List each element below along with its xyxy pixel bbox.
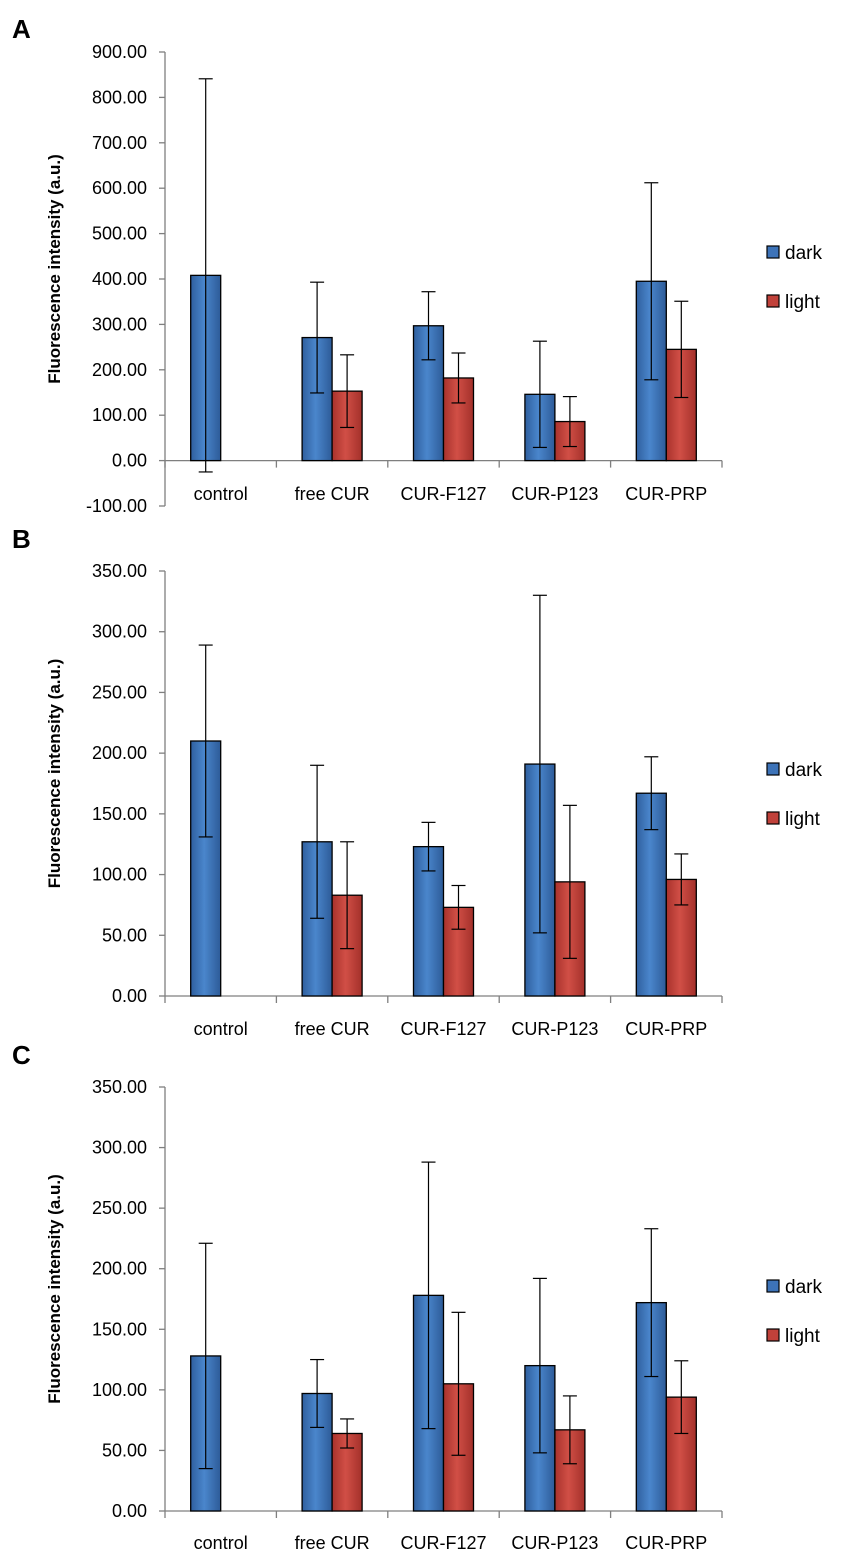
x-category-label: CUR-F127 xyxy=(400,484,486,504)
legend-label-light: light xyxy=(785,809,821,830)
y-tick-label: 0.00 xyxy=(112,1501,147,1521)
panel-letter: B xyxy=(12,524,31,554)
legend-swatch-dark xyxy=(766,1279,780,1293)
x-category-label: free CUR xyxy=(295,1533,370,1553)
x-category-label: CUR-PRP xyxy=(625,1533,707,1553)
x-category-label: control xyxy=(194,1533,248,1553)
x-category-label: CUR-PRP xyxy=(625,484,707,504)
legend-label-dark: dark xyxy=(785,1277,822,1298)
y-axis-title: Fluorescence intensity (a.u.) xyxy=(45,659,64,889)
x-category-label: control xyxy=(194,484,248,504)
y-tick-label: 600.00 xyxy=(92,178,147,198)
y-tick-label: -100.00 xyxy=(86,496,147,516)
x-category-label: CUR-PRP xyxy=(625,1019,707,1039)
legend-swatch-light xyxy=(766,1328,780,1342)
y-tick-label: 350.00 xyxy=(92,1077,147,1097)
y-tick-label: 100.00 xyxy=(92,405,147,425)
x-category-label: free CUR xyxy=(295,484,370,504)
y-tick-label: 400.00 xyxy=(92,269,147,289)
y-tick-label: 900.00 xyxy=(92,42,147,62)
y-tick-label: 250.00 xyxy=(92,1198,147,1218)
y-tick-label: 200.00 xyxy=(92,743,147,763)
y-tick-label: 300.00 xyxy=(92,622,147,642)
y-axis-title: Fluorescence intensity (a.u.) xyxy=(45,1174,64,1404)
y-tick-label: 100.00 xyxy=(92,1380,147,1400)
legend-label-light: light xyxy=(785,1326,821,1347)
y-tick-label: 150.00 xyxy=(92,804,147,824)
y-tick-label: 50.00 xyxy=(102,1440,147,1460)
x-category-label: CUR-F127 xyxy=(400,1019,486,1039)
y-tick-label: 350.00 xyxy=(92,561,147,581)
y-tick-label: 200.00 xyxy=(92,1259,147,1279)
y-tick-label: 150.00 xyxy=(92,1319,147,1339)
panel-letter: C xyxy=(12,1040,31,1070)
chart-panel-c: C 0.00 50.00 100.00 150.00 200.00 250.00 300.00… xyxy=(12,1040,822,1553)
y-tick-label: 50.00 xyxy=(102,925,147,945)
y-tick-label: 300.00 xyxy=(92,1138,147,1158)
x-category-label: CUR-F127 xyxy=(400,1533,486,1553)
chart-panel-b: B 0.00 50.00 100.00 150.00 200.00 250.00 300.00… xyxy=(12,524,822,1039)
legend-label-dark: dark xyxy=(785,243,822,264)
x-category-label: CUR-P123 xyxy=(511,1533,598,1553)
y-axis-title: Fluorescence intensity (a.u.) xyxy=(45,154,64,384)
y-tick-label: 300.00 xyxy=(92,314,147,334)
y-tick-label: 100.00 xyxy=(92,865,147,885)
legend-swatch-light xyxy=(766,294,780,308)
panel-letter: A xyxy=(12,14,31,44)
y-tick-label: 700.00 xyxy=(92,133,147,153)
legend-label-dark: dark xyxy=(785,760,822,781)
y-tick-label: 0.00 xyxy=(112,451,147,471)
x-category-label: free CUR xyxy=(295,1019,370,1039)
legend-swatch-dark xyxy=(766,245,780,259)
y-tick-label: 200.00 xyxy=(92,360,147,380)
y-tick-label: 0.00 xyxy=(112,986,147,1006)
x-category-label: CUR-P123 xyxy=(511,1019,598,1039)
x-category-label: control xyxy=(194,1019,248,1039)
bar-dark-cur-f127 xyxy=(412,845,445,997)
legend-label-light: light xyxy=(785,292,821,313)
x-category-label: CUR-P123 xyxy=(511,484,598,504)
y-tick-label: 500.00 xyxy=(92,224,147,244)
legend-swatch-light xyxy=(766,811,780,825)
legend-swatch-dark xyxy=(766,762,780,776)
y-tick-label: 800.00 xyxy=(92,87,147,107)
y-tick-label: 250.00 xyxy=(92,682,147,702)
chart-panel-a: A -100.00 0.00 100.00 200.00 300.00 400.00 500.… xyxy=(12,14,822,516)
